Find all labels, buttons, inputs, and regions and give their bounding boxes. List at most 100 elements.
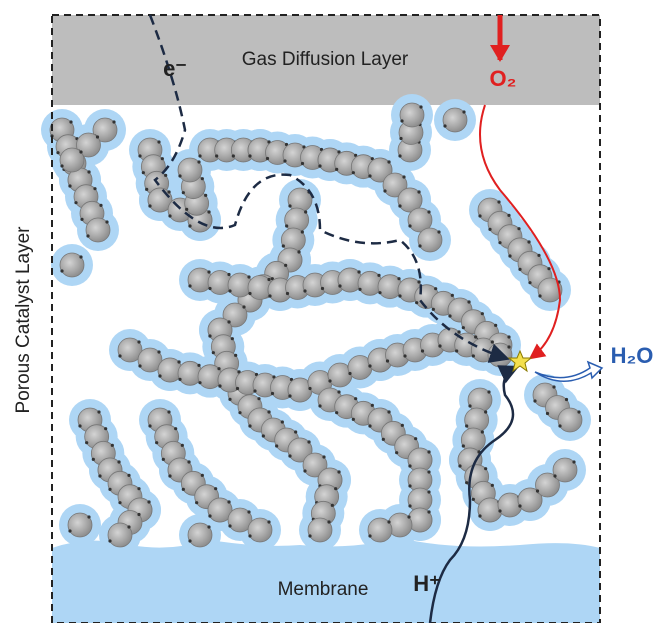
platinum-dot	[248, 424, 251, 427]
platinum-dot	[167, 410, 170, 413]
platinum-dot	[399, 137, 402, 140]
platinum-dot	[497, 200, 500, 203]
platinum-dot	[427, 510, 430, 513]
platinum-dot	[60, 164, 63, 167]
platinum-dot	[178, 378, 181, 381]
platinum-dot	[427, 470, 430, 473]
platinum-dot	[395, 451, 398, 454]
platinum-dot	[398, 294, 401, 297]
platinum-dot	[387, 160, 390, 163]
platinum-dot	[185, 208, 188, 211]
platinum-dot	[87, 170, 90, 173]
platinum-dot	[408, 504, 411, 507]
platinum-dot	[197, 364, 200, 367]
platinum-dot	[177, 360, 180, 363]
platinum-dot	[328, 379, 331, 382]
platinum-dot	[174, 427, 177, 430]
platinum-dot	[108, 539, 111, 542]
platinum-dot	[208, 334, 211, 337]
platinum-dot	[403, 354, 406, 357]
platinum-dot	[457, 330, 460, 333]
platinum-dot	[228, 524, 231, 527]
platinum-dot	[536, 489, 539, 492]
catalyst-layer-label: Porous Catalyst Layer	[13, 226, 34, 414]
platinum-dot	[402, 175, 405, 178]
oxygen-label: O₂	[490, 66, 517, 91]
platinum-dot	[307, 440, 310, 443]
platinum-dot	[97, 410, 100, 413]
platinum-dot	[358, 288, 361, 291]
proton-label: H⁺	[413, 571, 441, 596]
platinum-dot	[408, 464, 411, 467]
platinum-dot	[538, 294, 541, 297]
platinum-dot	[282, 244, 285, 247]
platinum-dot	[248, 534, 251, 537]
platinum-dot	[288, 394, 291, 397]
platinum-dot	[137, 340, 140, 343]
platinum-dot	[118, 354, 121, 357]
platinum-dot	[377, 274, 380, 277]
platinum-dot	[118, 501, 121, 504]
platinum-dot	[262, 434, 265, 437]
platinum-dot	[92, 458, 95, 461]
platinum-dot	[80, 218, 83, 221]
platinum-dot	[481, 312, 484, 315]
platinum-dot	[401, 424, 404, 427]
platinum-dot	[167, 190, 170, 193]
platinum-dot	[148, 424, 151, 427]
platinum-dot	[518, 504, 521, 507]
platinum-dot	[281, 420, 284, 423]
platinum-dot	[387, 410, 390, 413]
platinum-dot	[145, 188, 148, 191]
diagram: Gas Diffusion Layer e⁻ O₂ Porous Catalys…	[0, 0, 662, 623]
platinum-dot	[197, 160, 200, 163]
platinum-dot	[308, 534, 311, 537]
platinum-dot	[321, 287, 324, 290]
platinum-dot	[286, 292, 289, 295]
platinum-dot	[157, 140, 160, 143]
platinum-dot	[188, 284, 191, 287]
platinum-dot	[86, 234, 89, 237]
platinum-dot	[408, 484, 411, 487]
platinum-dot	[465, 481, 468, 484]
platinum-dot	[472, 498, 475, 501]
platinum-dot	[517, 227, 520, 230]
platinum-dot	[79, 150, 82, 153]
platinum-dot	[448, 314, 451, 317]
platinum-dot	[434, 287, 437, 290]
catalyst-particles	[41, 94, 591, 556]
platinum-dot	[253, 389, 256, 392]
platinum-dot	[207, 270, 210, 273]
platinum-dot	[111, 444, 114, 447]
platinum-dot	[348, 372, 351, 375]
platinum-dot	[178, 174, 181, 177]
platinum-dot	[382, 438, 385, 441]
platinum-dot	[518, 268, 521, 271]
platinum-dot	[546, 412, 549, 415]
platinum-dot	[478, 514, 481, 517]
platinum-dot	[577, 410, 580, 413]
platinum-dot	[427, 450, 430, 453]
platinum-dot	[212, 351, 215, 354]
platinum-dot	[338, 284, 341, 287]
platinum-dot	[397, 277, 400, 280]
platinum-dot	[432, 308, 435, 311]
platinum-dot	[421, 349, 424, 352]
platinum-dot	[231, 337, 234, 340]
platinum-dot	[415, 301, 418, 304]
platinum-dot	[427, 210, 430, 213]
platinum-dot	[218, 384, 221, 387]
platinum-dot	[238, 411, 241, 414]
platinum-dot	[157, 350, 160, 353]
platinum-dot	[383, 189, 386, 192]
platinum-dot	[474, 335, 477, 338]
platinum-dot	[322, 455, 325, 458]
platinum-dot	[117, 460, 120, 463]
platinum-dot	[217, 367, 220, 370]
platinum-dot	[201, 177, 204, 180]
platinum-dot	[148, 204, 151, 207]
platinum-dot	[284, 264, 287, 267]
platinum-dot	[368, 534, 371, 537]
platinum-dot	[488, 228, 491, 231]
platinum-dot	[335, 411, 338, 414]
